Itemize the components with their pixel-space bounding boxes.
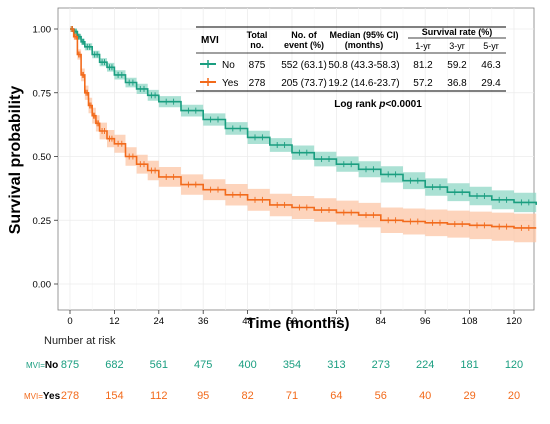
table-row-no-median: 50.8 (43.3-58.3): [328, 60, 399, 71]
table-row-yes-total: 278: [249, 78, 266, 89]
x-tick-label: 36: [198, 316, 209, 327]
risk-value-yes-36: 95: [197, 390, 209, 402]
table-header-5yr: 5-yr: [483, 41, 499, 51]
risk-value-no-96: 224: [416, 359, 434, 371]
x-tick-label: 48: [242, 316, 253, 327]
y-tick-label: 0.00: [33, 280, 52, 291]
x-tick-label: 12: [109, 316, 120, 327]
table-row-yes-label: Yes: [222, 78, 238, 89]
plot-panel: [57, 7, 537, 311]
table-row-no-events: 552 (63.1): [281, 60, 327, 71]
risk-row-label-no-value: No: [45, 360, 58, 371]
x-tick-label: 84: [376, 316, 387, 327]
risk-value-yes-12: 154: [105, 390, 123, 402]
risk-value-yes-96: 40: [419, 390, 431, 402]
table-row-no: No 875 552 (63.1) 50.8 (43.3-58.3) 81.2 …: [200, 60, 501, 71]
logrank-value: <0.0001: [385, 99, 422, 110]
risk-row-label-yes-value: Yes: [43, 391, 61, 402]
risk-value-no-0: 875: [61, 359, 79, 371]
x-tick-label: 24: [154, 316, 165, 327]
risk-value-no-12: 682: [105, 359, 123, 371]
risk-value-yes-72: 64: [330, 390, 342, 402]
risk-row-label-yes-prefix: MVI=: [24, 392, 43, 401]
risk-table-title: Number at risk: [44, 335, 116, 347]
table-header-1yr: 1-yr: [415, 41, 431, 51]
table-header-median-1: Median (95% CI): [329, 30, 398, 40]
table-row-no-3yr: 59.2: [447, 60, 467, 71]
risk-value-yes-48: 82: [241, 390, 253, 402]
y-tick-label: 0.75: [33, 88, 52, 99]
y-tick-label: 1.00: [33, 25, 52, 36]
x-tick-label: 96: [420, 316, 431, 327]
ci-band-yes: [70, 29, 537, 243]
risk-value-yes-60: 71: [286, 390, 298, 402]
x-tick-label: 0: [67, 316, 72, 327]
risk-row-label-yes: MVI=Yes: [24, 391, 61, 402]
table-row-yes: Yes 278 205 (73.7) 19.2 (14.6-23.7) 57.2…: [200, 78, 501, 89]
table-row-yes-1yr: 57.2: [413, 78, 433, 89]
risk-value-no-36: 475: [194, 359, 212, 371]
x-tick-label: 72: [331, 316, 342, 327]
risk-row-label-no: MVI=No: [26, 360, 58, 371]
risk-value-yes-108: 29: [463, 390, 475, 402]
x-tick-label: 108: [462, 316, 478, 327]
risk-value-yes-120: 20: [508, 390, 520, 402]
x-tick-label: 60: [287, 316, 298, 327]
risk-table: Number at risk MVI=No MVI=Yes 875 682 561 4…: [24, 335, 523, 402]
censor-marks: [70, 26, 530, 231]
risk-value-yes-84: 56: [375, 390, 387, 402]
table-header-survival: Survival rate (%): [422, 27, 493, 37]
table-header-total-2: no.: [250, 40, 264, 50]
table-row-no-1yr: 81.2: [413, 60, 433, 71]
y-tick-label: 0.50: [33, 152, 52, 163]
risk-value-no-84: 273: [372, 359, 390, 371]
table-header-events-1: No. of: [291, 30, 317, 40]
table-header-group: MVI: [201, 35, 219, 46]
table-row-no-total: 875: [249, 60, 266, 71]
y-tick-label: 0.25: [33, 216, 52, 227]
risk-value-no-120: 120: [505, 359, 523, 371]
risk-value-no-60: 354: [283, 359, 301, 371]
table-row-no-label: No: [222, 60, 235, 71]
y-axis: 0.00 0.25 0.50 0.75 1.00: [33, 25, 58, 291]
risk-row-label-no-prefix: MVI=: [26, 361, 45, 370]
inset-table: MVI Total no. No. of event (%) Median (9…: [196, 26, 506, 110]
table-header-events-2: event (%): [284, 40, 324, 50]
x-tick-label: 120: [506, 316, 522, 327]
x-axis: 0 12 24 36 48 60 72 84 96 108 120: [67, 310, 522, 327]
table-row-yes-5yr: 29.4: [481, 78, 501, 89]
logrank-prefix: Log rank: [334, 99, 379, 110]
survival-line-yes: [70, 28, 537, 229]
table-row-no-5yr: 46.3: [481, 60, 501, 71]
table-header-total-1: Total: [247, 30, 268, 40]
y-axis-label: Survival probability: [7, 86, 24, 235]
table-header-median-2: (months): [345, 40, 384, 50]
risk-value-no-48: 400: [238, 359, 256, 371]
risk-values: 875 682 561 475 400 354 313 273 224 181 120 278 154 1…: [61, 359, 523, 402]
x-axis-label: Time (months): [246, 315, 349, 332]
risk-value-no-24: 561: [150, 359, 168, 371]
risk-value-no-72: 313: [327, 359, 345, 371]
grid-lines: [58, 8, 534, 310]
table-row-yes-events: 205 (73.7): [281, 78, 327, 89]
logrank-annotation: Log rank p<0.0001: [334, 99, 422, 110]
risk-value-yes-0: 278: [61, 390, 79, 402]
table-row-yes-3yr: 36.8: [447, 78, 467, 89]
table-row-yes-median: 19.2 (14.6-23.7): [328, 78, 399, 89]
risk-value-yes-24: 112: [150, 390, 168, 402]
risk-value-no-108: 181: [460, 359, 478, 371]
logrank-p: p: [378, 99, 385, 110]
table-header-3yr: 3-yr: [449, 41, 465, 51]
